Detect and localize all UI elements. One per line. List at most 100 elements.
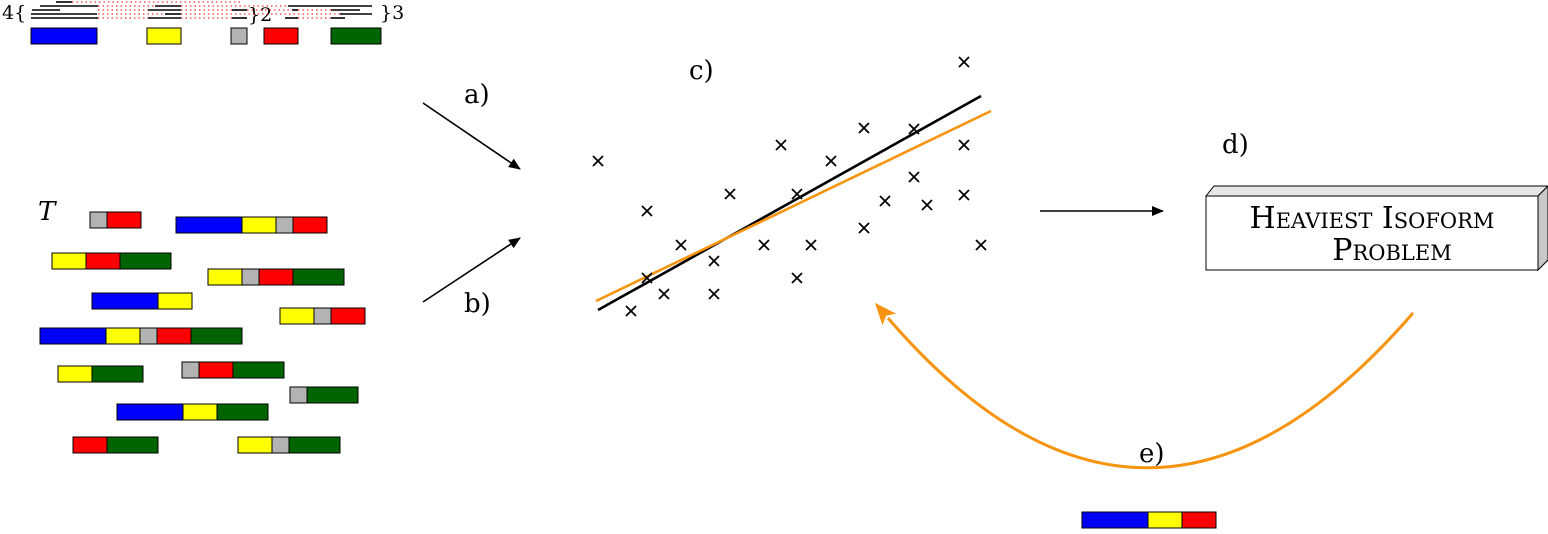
exon-yellow	[241, 216, 277, 234]
exon-red	[72, 436, 108, 454]
read-set-label: T	[38, 197, 57, 227]
gene-transcript-lines	[31, 1, 372, 19]
exon-gray	[313, 307, 332, 325]
read-7	[39, 327, 243, 345]
exon-gray	[275, 216, 294, 234]
scatter-point	[675, 239, 687, 251]
exon-green	[232, 361, 285, 379]
scatter-point	[708, 255, 720, 267]
read-3	[51, 252, 172, 270]
exon-red	[330, 307, 366, 325]
exon-gray	[241, 268, 260, 286]
arrow-b	[422, 237, 521, 303]
gene-exon-yellow	[146, 27, 182, 45]
gene-exon-blue	[30, 27, 98, 45]
exon-yellow	[57, 365, 93, 383]
scatter-point	[625, 305, 637, 317]
scatter-point	[791, 272, 803, 284]
label-d: d)	[1222, 130, 1249, 160]
problem-box-side-face	[1537, 185, 1548, 272]
read-4	[207, 268, 345, 286]
gene-count-middle: }2	[248, 4, 272, 26]
exon-green	[306, 386, 359, 404]
scatter-point	[658, 288, 670, 300]
label-b: b)	[464, 289, 491, 319]
exon-green	[106, 436, 159, 454]
read-5	[91, 292, 193, 310]
exon-green	[91, 365, 144, 383]
scatter-point	[641, 205, 653, 217]
fit-lines	[595, 94, 992, 312]
scatter-point	[775, 139, 787, 151]
scatter-point	[958, 189, 970, 201]
gene-exon-gray	[230, 27, 248, 45]
scatter-point	[975, 239, 987, 251]
gene-count-left: 4{	[2, 2, 26, 24]
read-1	[89, 211, 142, 229]
scatter-point	[879, 195, 891, 207]
scatter-points	[592, 56, 987, 317]
problem-box: Heaviest Isoform Problem	[1204, 185, 1548, 272]
scatter-point	[908, 123, 920, 135]
exon-yellow	[51, 252, 87, 270]
problem-box-line2: Problem	[1332, 233, 1451, 268]
exon-green	[288, 436, 341, 454]
arrow-a	[422, 102, 521, 170]
label-e: e)	[1139, 439, 1165, 469]
scatter-point	[791, 188, 803, 200]
gene-exons	[30, 27, 382, 45]
result-exon-yellow	[1147, 511, 1183, 529]
orange-fit	[595, 109, 992, 303]
read-10	[289, 386, 359, 404]
scatter-point	[724, 188, 736, 200]
problem-box-front-face	[1205, 195, 1539, 271]
exon-blue	[39, 327, 107, 345]
result-exon-red	[1181, 511, 1217, 529]
scatter-point	[641, 272, 653, 284]
exon-yellow	[182, 403, 218, 421]
exon-red	[85, 252, 121, 270]
read-8	[57, 365, 144, 383]
exon-gray	[139, 327, 158, 345]
exon-blue	[175, 216, 243, 234]
exon-gray	[89, 211, 108, 229]
scatter-point	[805, 239, 817, 251]
exon-yellow	[237, 436, 273, 454]
exon-red	[258, 268, 294, 286]
scatter-point	[958, 56, 970, 68]
exon-red	[156, 327, 192, 345]
read-11	[116, 403, 269, 421]
exon-gray	[271, 436, 290, 454]
read-6	[279, 307, 366, 325]
exon-gray	[289, 386, 308, 404]
exon-red	[292, 216, 328, 234]
read-13	[237, 436, 341, 454]
exon-green	[190, 327, 243, 345]
exon-green	[216, 403, 269, 421]
exon-gray	[181, 361, 200, 379]
read-12	[72, 436, 159, 454]
gene-exon-green	[330, 27, 382, 45]
exon-red	[106, 211, 142, 229]
exon-yellow	[279, 307, 315, 325]
exon-red	[198, 361, 234, 379]
scatter-point	[858, 122, 870, 134]
scatter-point	[958, 139, 970, 151]
black-fit	[597, 94, 982, 312]
read-2	[175, 216, 328, 234]
exon-yellow	[105, 327, 141, 345]
gene-count-right: }3	[380, 2, 404, 24]
label-a: a)	[464, 80, 490, 110]
label-c: c)	[689, 56, 714, 86]
scatter-point	[592, 155, 604, 167]
exon-yellow	[157, 292, 193, 310]
exon-green	[119, 252, 172, 270]
scatter-point	[758, 239, 770, 251]
problem-box-line1: Heaviest Isoform	[1250, 201, 1495, 236]
scatter-point	[708, 288, 720, 300]
exon-green	[292, 268, 345, 286]
read-set	[39, 211, 366, 454]
exon-blue	[91, 292, 159, 310]
